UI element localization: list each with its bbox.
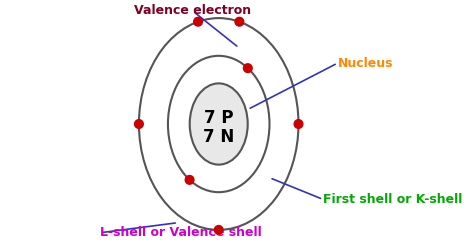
Text: L-shell or Valence shell: L-shell or Valence shell xyxy=(100,226,262,239)
Ellipse shape xyxy=(190,83,248,165)
Circle shape xyxy=(294,120,303,128)
Text: 7 N: 7 N xyxy=(203,128,234,146)
Text: 7 P: 7 P xyxy=(204,109,234,127)
Circle shape xyxy=(214,225,223,234)
Circle shape xyxy=(244,64,252,72)
Circle shape xyxy=(235,17,244,26)
Text: Valence electron: Valence electron xyxy=(134,4,251,17)
Circle shape xyxy=(194,17,202,26)
Circle shape xyxy=(135,120,143,128)
Text: First shell or K-shell: First shell or K-shell xyxy=(323,193,463,206)
Circle shape xyxy=(185,176,194,184)
Text: Nucleus: Nucleus xyxy=(337,57,393,70)
